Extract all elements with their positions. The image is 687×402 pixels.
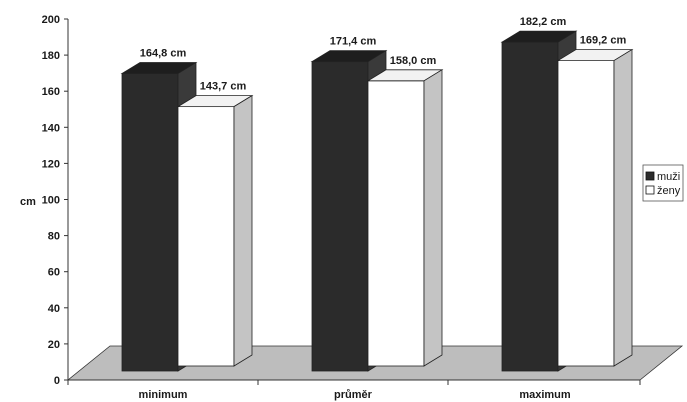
bar-zeny-maximum <box>556 48 634 367</box>
legend-box <box>642 164 684 202</box>
bar-zeny-minimum <box>176 94 254 367</box>
y-tick-label: 60 <box>48 267 60 279</box>
y-axis-title: cm <box>20 196 36 208</box>
y-tick-label: 80 <box>48 231 60 243</box>
data-label-zeny-prumer: 158,0 cm <box>390 55 437 67</box>
data-labels-layer: 164,8 cm 143,7 cm 171,4 cm 158,0 cm 182,2 cm… <box>140 16 627 92</box>
bar-zeny-minimum-side <box>233 94 253 367</box>
bar-muzi-minimum-front <box>121 73 179 372</box>
bar-zeny-maximum-front <box>557 60 615 367</box>
data-label-muzi-prumer: 171,4 cm <box>330 36 377 48</box>
legend-label-zeny: ženy <box>657 185 681 197</box>
bar-zeny-maximum-side <box>613 48 633 367</box>
y-tick-label: 180 <box>42 50 60 62</box>
x-tick-label-prumer: průměr <box>334 389 373 401</box>
bar-zeny-prumer-side <box>423 69 443 367</box>
data-label-zeny-maximum: 169,2 cm <box>580 35 627 47</box>
bar-zeny-minimum-front <box>177 106 235 367</box>
x-tick-label-minimum: minimum <box>139 389 188 401</box>
data-label-zeny-minimum: 143,7 cm <box>200 81 247 93</box>
y-tick-label: 160 <box>42 86 60 98</box>
y-tick-label: 100 <box>42 195 60 207</box>
legend: muži ženy <box>642 164 684 202</box>
bar-zeny-prumer <box>366 69 444 367</box>
y-tick-label: 40 <box>48 303 60 315</box>
y-tick-label: 0 <box>54 375 60 387</box>
x-axis: minimum průměr maximum <box>67 379 641 401</box>
legend-label-muzi: muži <box>657 171 680 183</box>
bar-muzi-prumer-front <box>311 61 369 372</box>
x-tick-label-maximum: maximum <box>519 389 571 401</box>
y-tick-label: 200 <box>42 14 60 26</box>
data-label-muzi-minimum: 164,8 cm <box>140 48 187 60</box>
y-tick-label: 120 <box>42 158 60 170</box>
bar-muzi-maximum-front <box>501 41 559 372</box>
y-axis: 0 20 40 60 80 100 120 140 160 180 200 <box>42 14 69 387</box>
legend-swatch-muzi <box>645 171 655 181</box>
data-label-muzi-maximum: 182,2 cm <box>520 16 567 28</box>
y-tick-label: 20 <box>48 339 60 351</box>
bars-layer <box>120 30 634 372</box>
legend-swatch-zeny <box>645 185 655 195</box>
bar-zeny-prumer-front <box>367 80 425 367</box>
y-tick-label: 140 <box>42 122 60 134</box>
